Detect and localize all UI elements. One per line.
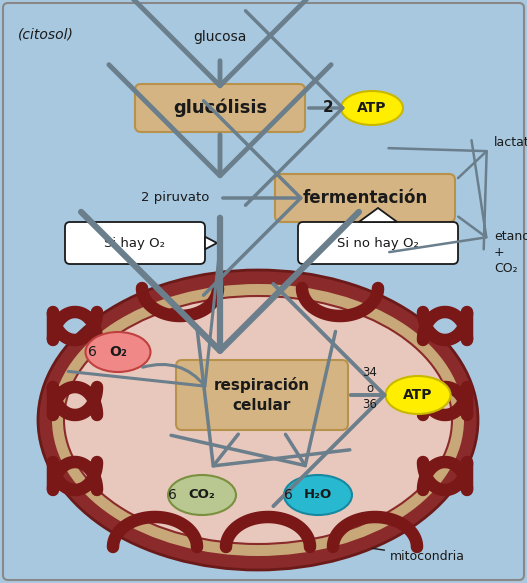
Ellipse shape bbox=[38, 270, 478, 570]
Ellipse shape bbox=[284, 475, 352, 515]
Text: H₂O: H₂O bbox=[304, 489, 332, 501]
Text: respiración
celular: respiración celular bbox=[214, 377, 310, 413]
Text: etanol
+
CO₂: etanol + CO₂ bbox=[494, 230, 527, 275]
Text: fermentación: fermentación bbox=[302, 189, 427, 207]
Text: lactato: lactato bbox=[494, 135, 527, 149]
Polygon shape bbox=[205, 237, 217, 250]
Text: glucólisis: glucólisis bbox=[173, 99, 267, 117]
Text: 6: 6 bbox=[168, 488, 177, 502]
Ellipse shape bbox=[168, 475, 236, 515]
Text: 2 piruvato: 2 piruvato bbox=[141, 191, 209, 205]
FancyBboxPatch shape bbox=[3, 3, 524, 580]
Polygon shape bbox=[359, 208, 397, 222]
Ellipse shape bbox=[385, 376, 451, 414]
Text: O₂: O₂ bbox=[109, 345, 127, 359]
Text: Si hay O₂: Si hay O₂ bbox=[104, 237, 165, 250]
Text: CO₂: CO₂ bbox=[189, 489, 216, 501]
FancyBboxPatch shape bbox=[65, 222, 205, 264]
Text: 34
o
36: 34 o 36 bbox=[363, 366, 377, 410]
Text: mitocondria: mitocondria bbox=[373, 549, 465, 563]
Text: 6: 6 bbox=[87, 345, 96, 359]
Text: (citosol): (citosol) bbox=[18, 28, 74, 42]
Text: glucosa: glucosa bbox=[193, 30, 247, 44]
FancyBboxPatch shape bbox=[176, 360, 348, 430]
FancyBboxPatch shape bbox=[275, 174, 455, 222]
Ellipse shape bbox=[341, 91, 403, 125]
Text: ATP: ATP bbox=[403, 388, 433, 402]
Ellipse shape bbox=[52, 284, 464, 556]
Text: 2: 2 bbox=[323, 100, 334, 115]
Ellipse shape bbox=[85, 332, 151, 372]
FancyBboxPatch shape bbox=[298, 222, 458, 264]
Ellipse shape bbox=[64, 296, 452, 544]
Text: 6: 6 bbox=[284, 488, 292, 502]
FancyBboxPatch shape bbox=[135, 84, 305, 132]
Text: Si no hay O₂: Si no hay O₂ bbox=[337, 237, 419, 250]
Text: ATP: ATP bbox=[357, 101, 387, 115]
